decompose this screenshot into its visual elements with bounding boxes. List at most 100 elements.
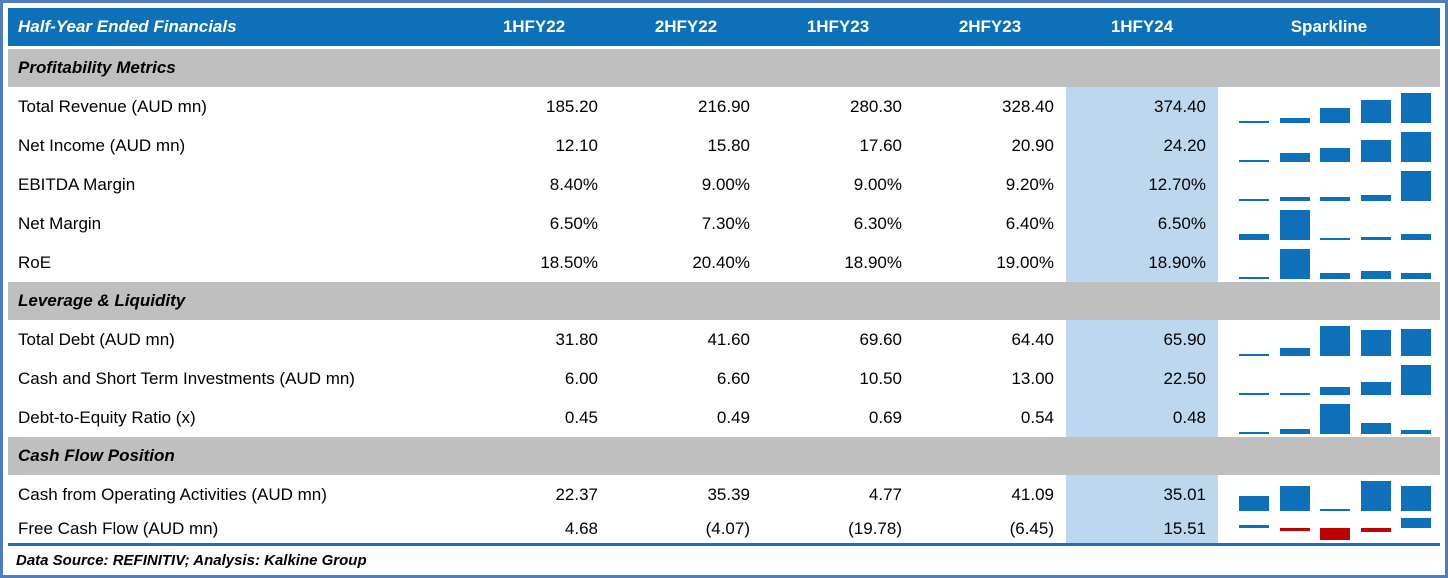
sparkline-bar — [1360, 326, 1391, 356]
sparkline-bar — [1401, 481, 1431, 511]
value-cell-1hfy24: 35.01 — [1066, 475, 1218, 514]
sparkline-bar — [1239, 481, 1269, 511]
sparkline-bar — [1239, 518, 1269, 540]
sparkline-chart — [1239, 210, 1431, 240]
row-label: Net Margin — [18, 213, 102, 233]
row-label: Cash and Short Term Investments (AUD mn) — [18, 368, 355, 388]
column-header-2hfy22: 2HFY22 — [654, 17, 718, 36]
value-cell-2hfy22: 9.00% — [701, 174, 750, 194]
sparkline-bar — [1360, 171, 1391, 201]
table-row-roe: RoE 18.50% 20.40% 18.90% 19.00% 18.90% — [8, 243, 1440, 282]
row-label: Debt-to-Equity Ratio (x) — [18, 407, 196, 427]
sparkline-bar — [1239, 132, 1269, 162]
sparkline-chart — [1239, 481, 1431, 511]
positive-bar — [1239, 234, 1269, 240]
value-cell-2hfy23: (6.45) — [1009, 518, 1054, 538]
value-cell-2hfy23: 64.40 — [1011, 329, 1054, 349]
row-label: Net Income (AUD mn) — [18, 135, 186, 155]
sparkline-bar — [1401, 171, 1431, 201]
section-header-profitability-metrics: Profitability Metrics — [8, 49, 1440, 87]
sparkline-bar — [1401, 518, 1431, 540]
value-cell-1hfy23: (19.78) — [848, 518, 902, 538]
table-title: Half-Year Ended Financials — [18, 17, 237, 36]
value-cell-1hfy24: 65.90 — [1066, 320, 1218, 359]
value-cell-2hfy23: 328.40 — [1002, 96, 1054, 116]
sparkline-bar — [1320, 481, 1350, 511]
sparkline-bar — [1360, 518, 1391, 540]
sparkline-cell — [1218, 87, 1440, 126]
value-cell-2hfy22: 35.39 — [707, 484, 750, 504]
positive-bar — [1279, 429, 1310, 434]
row-label: Total Revenue (AUD mn) — [18, 96, 207, 116]
value-cell-1hfy22: 22.37 — [555, 484, 598, 504]
positive-bar — [1401, 171, 1431, 201]
sparkline-cell — [1218, 320, 1440, 359]
sparkline-bar — [1239, 249, 1269, 279]
positive-bar — [1401, 329, 1431, 356]
sparkline-bar — [1320, 132, 1350, 162]
sparkline-bar — [1239, 404, 1269, 434]
value-cell-1hfy23: 17.60 — [859, 135, 902, 155]
value-cell-2hfy22: 20.40% — [692, 252, 750, 272]
positive-bar — [1401, 486, 1431, 511]
positive-bar — [1360, 237, 1391, 240]
sparkline-bar — [1401, 326, 1431, 356]
sparkline-bar — [1279, 93, 1310, 123]
sparkline-bar — [1239, 326, 1269, 356]
section-header-leverage-liquidity: Leverage & Liquidity — [8, 282, 1440, 320]
value-cell-1hfy24: 22.50 — [1066, 359, 1218, 398]
sparkline-bar — [1360, 365, 1391, 395]
value-cell-1hfy24: 15.51 — [1066, 514, 1218, 543]
sparkline-bar — [1279, 518, 1310, 540]
value-cell-1hfy24: 24.20 — [1066, 126, 1218, 165]
value-cell-2hfy23: 9.20% — [1005, 174, 1054, 194]
positive-bar — [1239, 199, 1269, 201]
sparkline-bar — [1401, 365, 1431, 395]
sparkline-chart — [1239, 171, 1431, 201]
positive-bar — [1279, 118, 1310, 123]
positive-bar — [1239, 160, 1269, 162]
value-cell-1hfy23: 69.60 — [859, 329, 902, 349]
value-cell-1hfy23: 9.00% — [853, 174, 902, 194]
section-header-cash-flow-position: Cash Flow Position — [8, 437, 1440, 475]
sparkline-bar — [1320, 404, 1350, 434]
footer-divider — [8, 543, 1440, 546]
positive-bar — [1320, 509, 1350, 511]
positive-bar — [1360, 330, 1391, 356]
sparkline-bar — [1360, 404, 1391, 434]
sparkline-cell — [1218, 475, 1440, 514]
positive-bar — [1320, 238, 1350, 240]
positive-bar — [1239, 432, 1269, 434]
positive-bar — [1401, 234, 1431, 240]
positive-bar — [1360, 423, 1391, 434]
negative-bar — [1320, 528, 1350, 540]
table-body: Profitability Metrics Total Revenue (AUD … — [8, 49, 1440, 543]
negative-bar — [1279, 528, 1310, 531]
sparkline-bar — [1279, 210, 1310, 240]
column-header-1hfy24: 1HFY24 — [1110, 17, 1174, 36]
sparkline-bar — [1360, 210, 1391, 240]
value-cell-1hfy22: 12.10 — [555, 135, 598, 155]
sparkline-bar — [1360, 249, 1391, 279]
sparkline-bar — [1239, 210, 1269, 240]
table-row-ebitda-margin: EBITDA Margin 8.40% 9.00% 9.00% 9.20% 12.70% — [8, 165, 1440, 204]
positive-bar — [1401, 93, 1431, 123]
row-label: Cash from Operating Activities (AUD mn) — [18, 484, 327, 504]
column-header-2hfy23: 2HFY23 — [958, 17, 1022, 36]
sparkline-chart — [1239, 132, 1431, 162]
value-cell-2hfy22: (4.07) — [705, 518, 750, 538]
sparkline-chart — [1239, 518, 1431, 540]
table-footer: Data Source: REFINITIV; Analysis: Kalkin… — [8, 546, 1440, 575]
value-cell-1hfy23: 4.77 — [868, 484, 902, 504]
value-cell-2hfy22: 15.80 — [707, 135, 750, 155]
sparkline-bar — [1279, 326, 1310, 356]
sparkline-bar — [1320, 365, 1350, 395]
positive-bar — [1320, 404, 1350, 434]
sparkline-chart — [1239, 249, 1431, 279]
row-label: Total Debt (AUD mn) — [18, 329, 175, 349]
value-cell-1hfy24: 12.70% — [1066, 165, 1218, 204]
value-cell-1hfy22: 18.50% — [540, 252, 598, 272]
row-label: Free Cash Flow (AUD mn) — [18, 518, 219, 538]
column-header-sparkline: Sparkline — [1290, 17, 1368, 36]
